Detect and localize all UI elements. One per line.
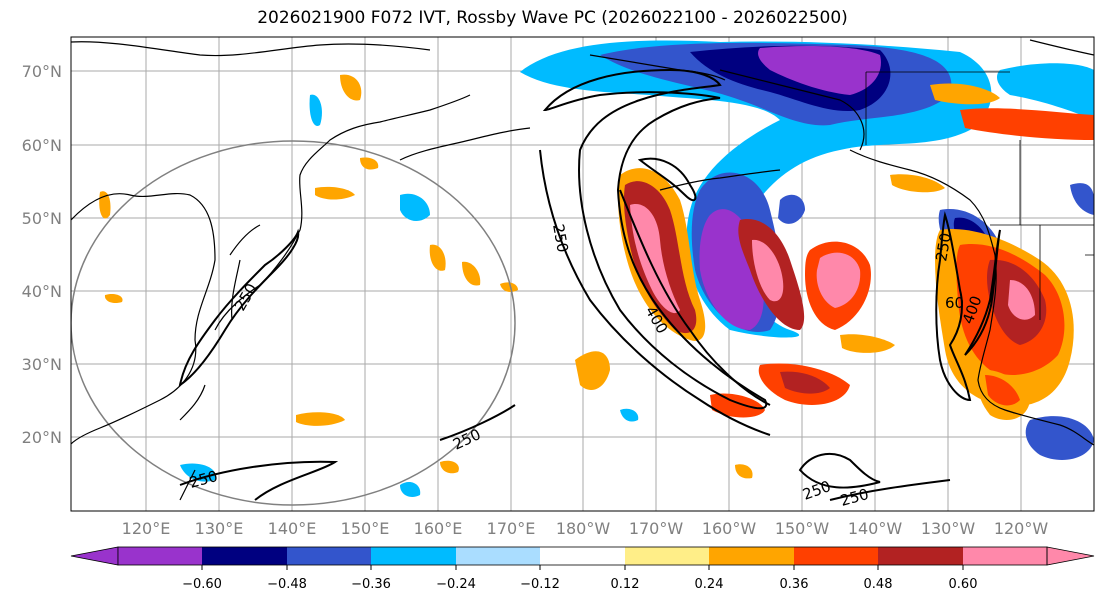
colorbar-ticks <box>201 565 964 570</box>
lon-label: 120°E <box>122 519 171 538</box>
colorbar-tick-label: −0.36 <box>351 577 391 592</box>
contour-label: 60 <box>945 294 964 312</box>
rossby-wave-region-circle <box>71 140 516 506</box>
lon-label: 140°E <box>268 519 317 538</box>
lon-label: 130°W <box>921 519 976 538</box>
colorbar-tick-label: −0.48 <box>267 577 307 592</box>
lon-label: 150°W <box>775 519 830 538</box>
map-plot-area: 250 250 250 250 250 250 400 400 250 60 <box>71 37 1094 511</box>
map-title: 2026021900 F072 IVT, Rossby Wave PC (202… <box>257 8 848 28</box>
colorbar-outline <box>117 546 1048 566</box>
colorbar-tick-label: 0.48 <box>864 577 893 592</box>
ivt-positive-anomalies <box>99 74 1094 479</box>
colorbar-segment <box>794 547 878 565</box>
lon-label: 160°E <box>414 519 463 538</box>
contour-lines <box>178 68 1001 501</box>
political-borders <box>865 71 1094 320</box>
lon-label: 170°W <box>629 519 684 538</box>
colorbar-segment <box>709 547 794 565</box>
colorbar-segment <box>371 547 456 565</box>
colorbar-tick-label: 0.60 <box>949 577 978 592</box>
colorbar-tick-label: 0.24 <box>695 577 724 592</box>
lon-label: 150°E <box>341 519 390 538</box>
colorbar-segment <box>625 547 709 565</box>
lon-label: 170°E <box>487 519 536 538</box>
lat-label: 50°N <box>22 209 62 228</box>
contour-label: 250 <box>932 231 955 262</box>
lon-label: 160°W <box>702 519 757 538</box>
colorbar-segment <box>878 547 963 565</box>
lat-label: 60°N <box>22 136 62 155</box>
colorbar-high-extension <box>1046 546 1095 566</box>
contour-label: 250 <box>549 223 572 254</box>
colorbar-segment <box>456 547 540 565</box>
colorbar-tick-label: −0.60 <box>182 577 222 592</box>
lat-label: 20°N <box>22 428 62 447</box>
lat-label: 40°N <box>22 282 62 301</box>
lon-label: 120°W <box>994 519 1049 538</box>
lat-label: 30°N <box>22 355 62 374</box>
longitude-labels: 120°E 130°E 140°E 150°E 160°E 170°E 180°… <box>122 519 1049 538</box>
colorbar-segment <box>118 547 202 565</box>
colorbar-segment <box>202 547 287 565</box>
lon-label: 180°W <box>556 519 611 538</box>
colorbar-segment <box>963 547 1047 565</box>
colorbar-tick-label: 0.12 <box>611 577 640 592</box>
colorbar-segment <box>287 547 371 565</box>
colorbar-segment <box>540 547 625 565</box>
map-border <box>70 36 1095 512</box>
colorbar-tick-label: −0.24 <box>436 577 476 592</box>
lon-label: 140°W <box>848 519 903 538</box>
colorbar-tick-label: 0.36 <box>780 577 809 592</box>
lon-label: 130°E <box>195 519 244 538</box>
colorbar-tick-label: −0.12 <box>520 577 560 592</box>
colorbar: −0.60 −0.48 −0.36 −0.24 −0.12 0.12 0.24 … <box>70 546 1095 592</box>
lat-label: 70°N <box>22 62 62 81</box>
colorbar-low-extension <box>70 546 119 566</box>
latitude-labels: 70°N 60°N 50°N 40°N 30°N 20°N <box>22 62 62 447</box>
